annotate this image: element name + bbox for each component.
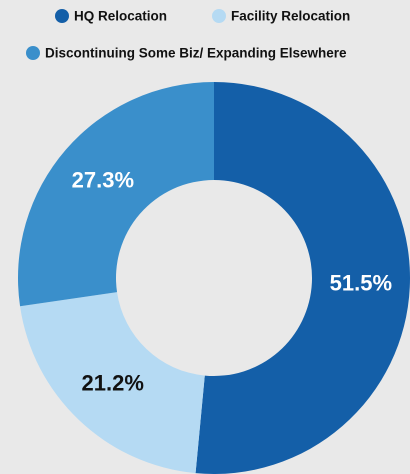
legend-label: Facility Relocation <box>231 9 350 24</box>
data-label: 27.3% <box>72 168 134 193</box>
legend-label: Discontinuing Some Biz/ Expanding Elsewh… <box>45 46 347 61</box>
donut-slice <box>195 82 410 474</box>
legend-swatch <box>212 9 226 23</box>
legend-label: HQ Relocation <box>74 9 167 24</box>
legend-swatch <box>55 9 69 23</box>
data-label: 21.2% <box>82 370 144 395</box>
data-label: 51.5% <box>330 271 392 296</box>
donut-slice <box>18 82 214 307</box>
donut-slice <box>20 292 205 474</box>
legend-swatch <box>26 46 40 60</box>
